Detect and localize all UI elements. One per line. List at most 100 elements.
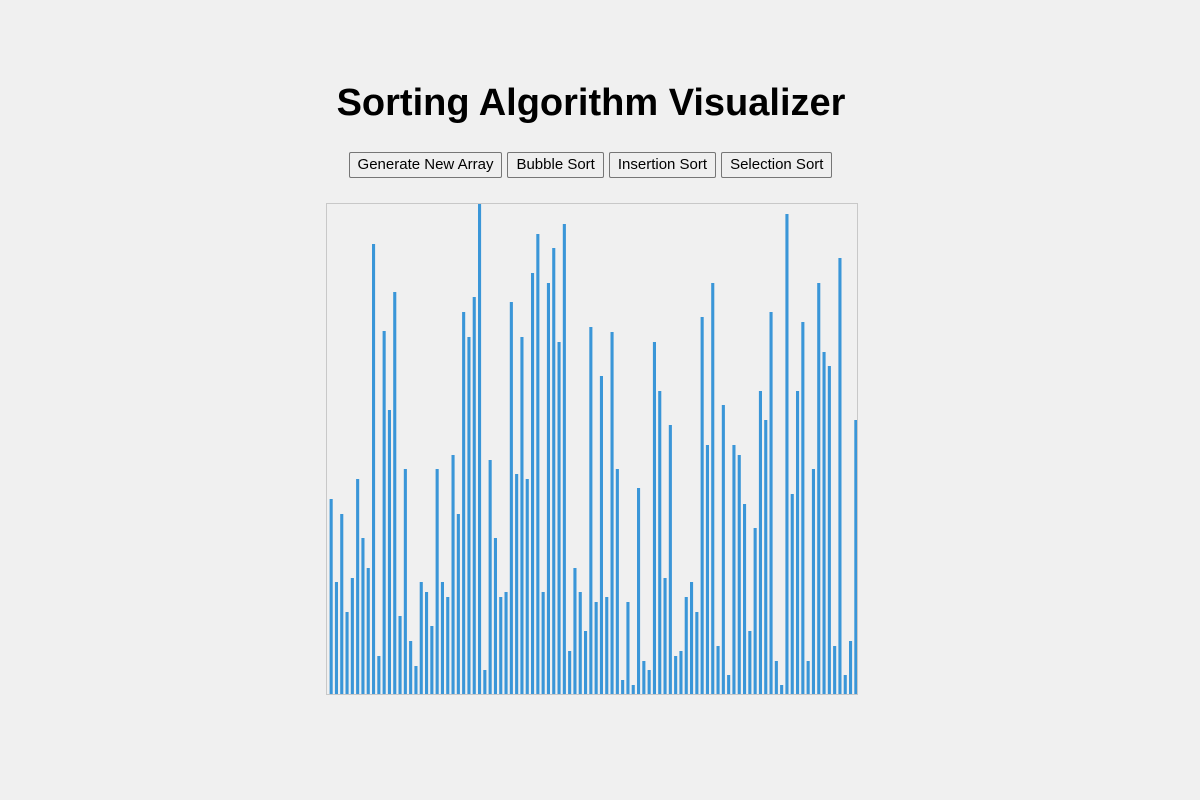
array-bar — [811, 469, 815, 694]
array-bar — [684, 597, 688, 694]
array-bar — [695, 612, 699, 694]
array-bar — [743, 504, 747, 694]
array-bar — [467, 337, 471, 694]
bars-chart — [329, 204, 857, 694]
array-bar — [610, 332, 614, 694]
array-bar — [446, 597, 450, 694]
array-bar — [615, 469, 619, 694]
array-bar — [546, 283, 550, 694]
array-bar — [690, 582, 694, 694]
array-bar — [366, 568, 370, 694]
array-bar — [483, 670, 487, 694]
insertion-sort-button[interactable]: Insertion Sort — [608, 152, 717, 178]
array-bar — [361, 538, 365, 694]
array-bar — [435, 469, 439, 694]
selection-sort-button[interactable]: Selection Sort — [721, 152, 833, 178]
array-bar — [334, 582, 338, 694]
array-bar — [451, 455, 455, 694]
controls-bar: Generate New Array Bubble Sort Insertion… — [0, 152, 1181, 178]
array-bar — [525, 479, 529, 694]
array-bar — [509, 302, 513, 694]
array-bar — [414, 666, 418, 694]
array-bar — [584, 631, 588, 694]
array-bar — [472, 297, 476, 694]
array-bar — [599, 376, 603, 694]
array-bar — [403, 469, 407, 694]
array-bar — [854, 420, 857, 694]
array-bar — [631, 685, 635, 694]
page-title: Sorting Algorithm Visualizer — [336, 82, 846, 124]
array-bar — [536, 234, 540, 694]
array-bar — [440, 582, 444, 694]
array-bar — [493, 538, 497, 694]
array-bar — [764, 420, 768, 694]
array-bar — [796, 391, 800, 694]
array-bar — [552, 248, 556, 694]
array-bar — [833, 646, 837, 694]
array-bar — [674, 656, 678, 694]
array-bar — [372, 244, 376, 694]
array-bar — [573, 568, 577, 694]
array-bar — [621, 680, 625, 694]
array-bar — [758, 391, 762, 694]
array-bar — [700, 317, 704, 694]
array-bar — [663, 578, 667, 694]
array-bar — [478, 204, 482, 694]
array-bar — [345, 612, 349, 694]
array-bar — [652, 342, 656, 694]
array-bar — [520, 337, 524, 694]
array-bar — [753, 528, 757, 694]
array-bar — [340, 514, 344, 694]
array-bar — [605, 597, 609, 694]
array-bar — [769, 312, 773, 694]
array-bar — [716, 646, 720, 694]
generate-array-button[interactable]: Generate New Array — [348, 152, 503, 178]
array-bar — [727, 675, 731, 694]
array-bar — [499, 597, 503, 694]
array-bar — [594, 602, 598, 694]
array-bar — [456, 514, 460, 694]
array-bar — [531, 273, 535, 694]
array-bar — [668, 425, 672, 694]
array-bar — [838, 258, 842, 694]
array-bar — [356, 479, 360, 694]
array-bar — [642, 661, 646, 694]
array-bar — [377, 656, 381, 694]
array-bar — [393, 292, 397, 694]
array-bar — [658, 391, 662, 694]
array-bar — [578, 592, 582, 694]
array-bar — [568, 651, 572, 694]
array-bar — [780, 685, 784, 694]
array-bar — [430, 626, 434, 694]
array-bar — [774, 661, 778, 694]
array-bar — [329, 499, 333, 694]
array-bar — [387, 410, 391, 694]
array-bar — [748, 631, 752, 694]
array-bar — [637, 488, 641, 694]
array-bar — [409, 641, 413, 694]
array-bar — [705, 445, 709, 694]
array-visualization — [326, 203, 858, 695]
array-bar — [801, 322, 805, 694]
array-bar — [398, 616, 402, 694]
array-bar — [785, 214, 789, 694]
array-bar — [721, 405, 725, 694]
array-bar — [541, 592, 545, 694]
array-bar — [515, 474, 519, 694]
array-bar — [737, 455, 741, 694]
array-bar — [711, 283, 715, 694]
array-bar — [790, 494, 794, 694]
array-bar — [425, 592, 429, 694]
array-bar — [647, 670, 651, 694]
array-bar — [822, 352, 826, 694]
array-bar — [849, 641, 853, 694]
array-bar — [562, 224, 566, 694]
array-bar — [419, 582, 423, 694]
bubble-sort-button[interactable]: Bubble Sort — [507, 152, 604, 178]
array-bar — [589, 327, 593, 694]
array-bar — [557, 342, 561, 694]
array-bar — [679, 651, 683, 694]
array-bar — [350, 578, 354, 694]
array-bar — [626, 602, 630, 694]
